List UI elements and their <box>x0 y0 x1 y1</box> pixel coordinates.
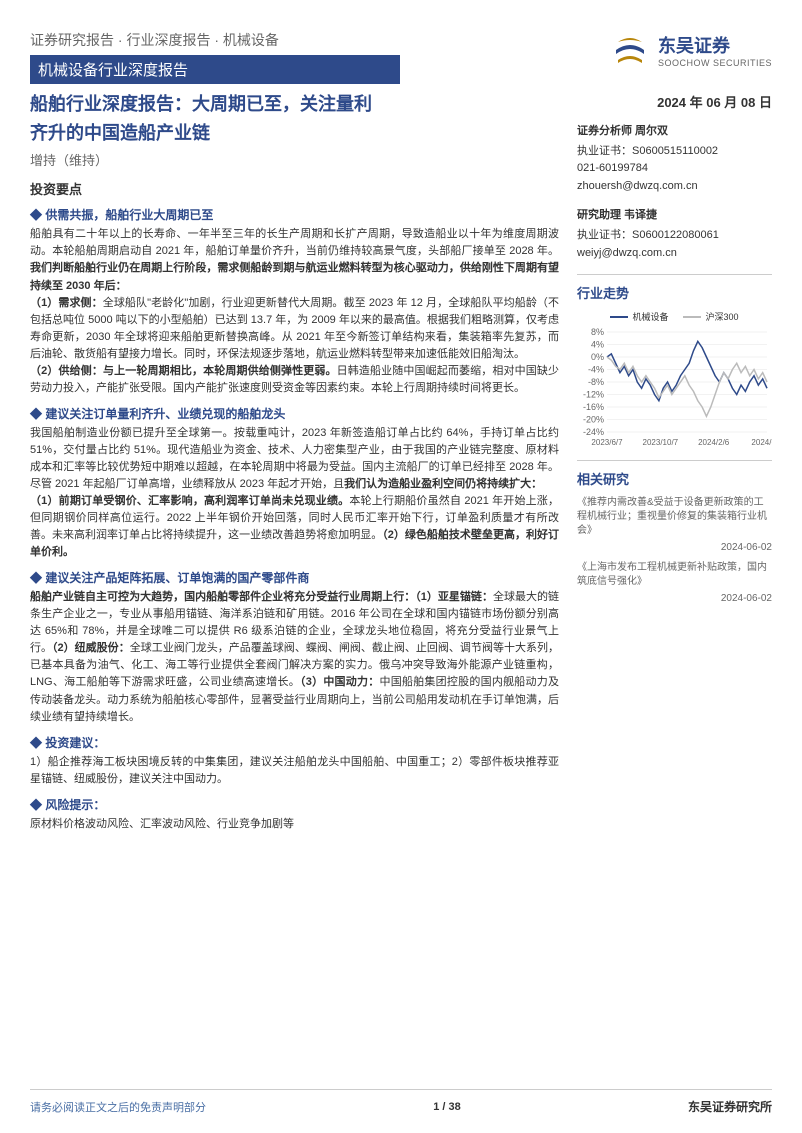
legend-label: 机械设备 <box>632 310 668 323</box>
svg-text:-16%: -16% <box>583 402 604 412</box>
body-paragraph: 我国船舶制造业份额已提升至全球第一。按载重吨计，2023 年新签造船订单占比约 … <box>30 425 559 493</box>
bullet-header: 风险提示： <box>30 796 559 813</box>
body-paragraph: （2）供给侧：与上一轮周期相比，本轮周期供给侧弹性更弱。日韩造船业随中国崛起而萎… <box>30 363 559 397</box>
report-title-line2: 齐升的中国造船产业链 <box>30 121 559 146</box>
logo-text-cn: 东吴证券 <box>658 32 772 58</box>
analyst-info-line: 021-60199784 <box>577 160 772 178</box>
legend-item: 机械设备 <box>610 310 668 323</box>
footer-org: 东吴证券研究所 <box>688 1098 772 1115</box>
legend-item: 沪深300 <box>683 310 738 323</box>
report-date: 2024 年 06 月 08 日 <box>577 92 772 111</box>
research-date: 2024-06-02 <box>577 593 772 604</box>
body-paragraph: （1）前期订单受钢价、汇率影响，高利润率订单尚未兑现业绩。本轮上行期船价虽然自 … <box>30 493 559 561</box>
svg-text:8%: 8% <box>591 327 604 337</box>
footer-disclaimer: 请务必阅读正文之后的免责声明部分 <box>30 1099 206 1115</box>
logo-text-en: SOOCHOW SECURITIES <box>658 58 772 68</box>
analyst-info-line: 执业证书：S0600122080061 <box>577 227 772 245</box>
trend-section-title: 行业走势 <box>577 274 772 302</box>
analyst-info-line: weiyj@dwzq.com.cn <box>577 245 772 263</box>
rating: 增持（维持） <box>30 150 559 169</box>
footer-page: 1 / 38 <box>206 1101 688 1113</box>
research-section-title: 相关研究 <box>577 460 772 488</box>
bullet-header: 投资建议： <box>30 734 559 751</box>
analyst-block: 研究助理 韦译捷执业证书：S0600122080061weiyj@dwzq.co… <box>577 207 772 262</box>
trend-chart: 机械设备 沪深300 -24% -20% -16% -12% -8% -4% 0% 4% 8% 20… <box>577 310 772 450</box>
research-item: 《推荐内需改善&受益于设备更新政策的工程机械行业；重视量价修复的集装箱行业机会》 <box>577 496 772 538</box>
analyst-role: 证券分析师 周尔双 <box>577 123 772 141</box>
svg-text:2023/6/7: 2023/6/7 <box>591 438 623 447</box>
section-investment-points: 投资要点 <box>30 179 559 198</box>
logo: 东吴证券 SOOCHOW SECURITIES <box>610 30 772 70</box>
svg-text:-4%: -4% <box>588 365 604 375</box>
analyst-info-line: zhouersh@dwzq.com.cn <box>577 178 772 196</box>
svg-text:4%: 4% <box>591 340 604 350</box>
svg-text:-20%: -20% <box>583 415 604 425</box>
svg-text:-12%: -12% <box>583 390 604 400</box>
research-item: 《上海市发布工程机械更新补贴政策，国内筑底信号强化》 <box>577 561 772 589</box>
svg-text:2024/2/6: 2024/2/6 <box>698 438 730 447</box>
legend-line <box>683 316 701 318</box>
svg-text:-8%: -8% <box>588 377 604 387</box>
logo-icon <box>610 30 650 70</box>
svg-text:2024/6/7: 2024/6/7 <box>751 438 772 447</box>
body-paragraph: 船舶具有二十年以上的长寿命、一年半至三年的长生产周期和长扩产周期，导致造船业以十… <box>30 226 559 294</box>
svg-text:0%: 0% <box>591 352 604 362</box>
legend-line <box>610 316 628 318</box>
breadcrumb: 证券研究报告 · 行业深度报告 · 机械设备 <box>30 30 610 50</box>
svg-text:-24%: -24% <box>583 427 604 437</box>
body-paragraph: 原材料价格波动风险、汇率波动风险、行业竞争加剧等 <box>30 816 559 833</box>
legend-label: 沪深300 <box>705 310 738 323</box>
body-paragraph: （1）需求侧：全球船队"老龄化"加剧，行业迎更新替代大周期。截至 2023 年 … <box>30 295 559 363</box>
research-date: 2024-06-02 <box>577 542 772 553</box>
analyst-role: 研究助理 韦译捷 <box>577 207 772 225</box>
bullet-header: 建议关注订单量利齐升、业绩兑现的船舶龙头 <box>30 405 559 422</box>
body-paragraph: 1）船企推荐海工板块困境反转的中集集团，建议关注船舶龙头中国船舶、中国重工；2）… <box>30 754 559 788</box>
body-paragraph: 船舶产业链自主可控为大趋势，国内船舶零部件企业将充分受益行业周期上行：（1）亚星… <box>30 589 559 725</box>
svg-text:2023/10/7: 2023/10/7 <box>643 438 679 447</box>
bullet-header: 建议关注产品矩阵拓展、订单饱满的国产零部件商 <box>30 569 559 586</box>
report-type-bar: 机械设备行业深度报告 <box>30 55 400 84</box>
bullet-header: 供需共振，船舶行业大周期已至 <box>30 206 559 223</box>
analyst-block: 证券分析师 周尔双执业证书：S0600515110002021-60199784… <box>577 123 772 195</box>
analyst-info-line: 执业证书：S0600515110002 <box>577 143 772 161</box>
report-title-line1: 船舶行业深度报告：大周期已至，关注量利 <box>30 92 559 117</box>
